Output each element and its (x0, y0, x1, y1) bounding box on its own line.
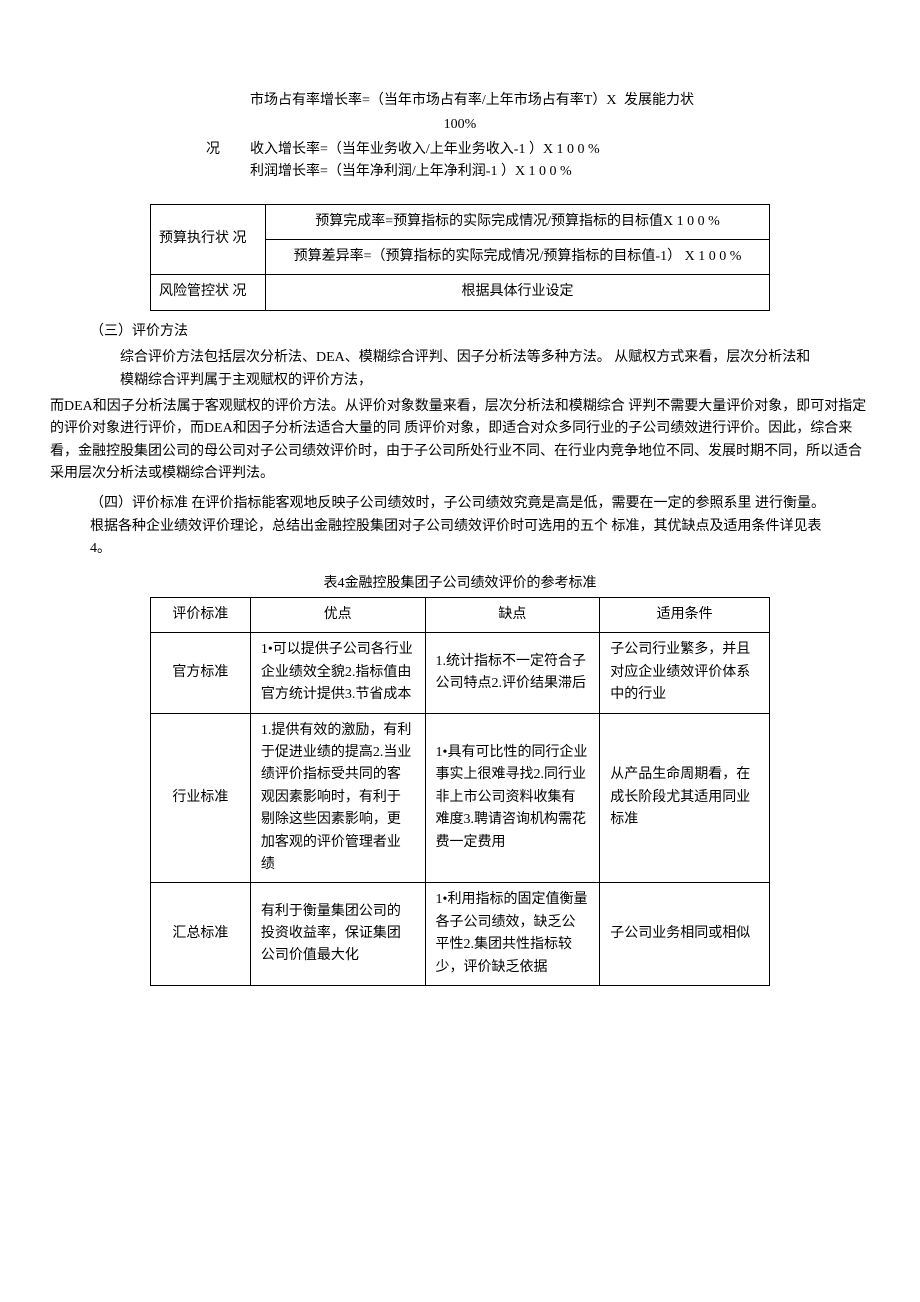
section3-para1: 综合评价方法包括层次分析法、DEA、模糊综合评判、因子分析法等多种方法。 从赋权… (120, 347, 820, 392)
cell-label-budget: 预算执行状 况 (151, 204, 266, 275)
formula-center-4: 利润增长率=（当年净利润/上年净利润-1 ）X 1 0 0 % (250, 161, 870, 183)
cell-cond-1: 从产品生命周期看，在成长阶段尤其适用同业标准 (600, 713, 770, 883)
table-row: 行业标准 1.提供有效的激励，有利于促进业绩的提高2.当业绩评价指标受共同的客观… (151, 713, 770, 883)
formula-left-3: 况 (50, 139, 250, 161)
section3-para2: 而DEA和因子分析法属于客观赋权的评价方法。从评价对象数量来看，层次分析法和模糊… (50, 396, 870, 486)
table-budget-risk: 预算执行状 况 预算完成率=预算指标的实际完成情况/预算指标的目标值X 1 0 … (150, 204, 770, 311)
table-row: 官方标准 1•可以提供子公司各行业企业绩效全貌2.指标值由官方统计提供3.节省成… (151, 633, 770, 713)
cell-std-1: 行业标准 (151, 713, 251, 883)
formula-center-3: 收入增长率=（当年业务收入/上年业务收入-1 ）X 1 0 0 % (250, 139, 870, 161)
cell-cond-2: 子公司业务相同或相似 (600, 883, 770, 986)
cell-dis-0: 1.统计指标不一定符合子公司特点2.评价结果滞后 (425, 633, 600, 713)
formula-text: 市场占有率增长率=（当年市场占有率/上年市场占有率T）X (250, 93, 616, 108)
section3-para1-block: 综合评价方法包括层次分析法、DEA、模糊综合评判、因子分析法等多种方法。 从赋权… (120, 347, 820, 392)
header-adv: 优点 (250, 598, 425, 633)
cell-dis-2: 1•利用指标的固定值衡量各子公司绩效，缺乏公平性2.集团共性指标较少，评价缺乏依… (425, 883, 600, 986)
section4-heading: （四）评价标准 在评价指标能客观地反映子公司绩效时，子公司绩效究竟是高是低，需要… (90, 493, 830, 560)
header-cond: 适用条件 (600, 598, 770, 633)
cell-budget-line2: 预算差异率=（预算指标的实际完成情况/预算指标的目标值-1） X 1 0 0 % (266, 239, 770, 274)
table-row: 预算执行状 况 预算完成率=预算指标的实际完成情况/预算指标的目标值X 1 0 … (151, 204, 770, 239)
table-row: 风险管控状 况 根据具体行业设定 (151, 275, 770, 310)
formula-row-1: 市场占有率增长率=（当年市场占有率/上年市场占有率T）X 发展能力状 (50, 90, 870, 112)
cell-adv-2: 有利于衡量集团公司的投资收益率，保证集团公司价值最大化 (250, 883, 425, 986)
cell-adv-1: 1.提供有效的激励，有利于促进业绩的提高2.当业绩评价指标受共同的客观因素影响时… (250, 713, 425, 883)
formula-right-text: 发展能力状 (624, 93, 694, 108)
formula-section: 市场占有率增长率=（当年市场占有率/上年市场占有率T）X 发展能力状 100% … (50, 90, 870, 184)
table-reference-standards: 评价标准 优点 缺点 适用条件 官方标准 1•可以提供子公司各行业企业绩效全貌2… (150, 597, 770, 986)
table-row: 汇总标准 有利于衡量集团公司的投资收益率，保证集团公司价值最大化 1•利用指标的… (151, 883, 770, 986)
header-dis: 缺点 (425, 598, 600, 633)
formula-row-2: 100% (50, 114, 870, 136)
table2-title: 表4金融控股集团子公司绩效评价的参考标准 (50, 573, 870, 595)
cell-adv-0: 1•可以提供子公司各行业企业绩效全貌2.指标值由官方统计提供3.节省成本 (250, 633, 425, 713)
formula-row-4: 利润增长率=（当年净利润/上年净利润-1 ）X 1 0 0 % (50, 161, 870, 183)
table-header-row: 评价标准 优点 缺点 适用条件 (151, 598, 770, 633)
cell-std-2: 汇总标准 (151, 883, 251, 986)
formula-center-1: 市场占有率增长率=（当年市场占有率/上年市场占有率T）X 发展能力状 (250, 90, 870, 112)
section3-heading: （三）评价方法 (90, 321, 870, 343)
cell-label-risk: 风险管控状 况 (151, 275, 266, 310)
header-std: 评价标准 (151, 598, 251, 633)
cell-risk-line1: 根据具体行业设定 (266, 275, 770, 310)
cell-budget-line1: 预算完成率=预算指标的实际完成情况/预算指标的目标值X 1 0 0 % (266, 204, 770, 239)
cell-cond-0: 子公司行业繁多，并且对应企业绩效评价体系中的行业 (600, 633, 770, 713)
cell-dis-1: 1•具有可比性的同行企业事实上很难寻找2.同行业非上市公司资料收集有难度3.聘请… (425, 713, 600, 883)
formula-row-3: 况 收入增长率=（当年业务收入/上年业务收入-1 ）X 1 0 0 % (50, 139, 870, 161)
cell-std-0: 官方标准 (151, 633, 251, 713)
